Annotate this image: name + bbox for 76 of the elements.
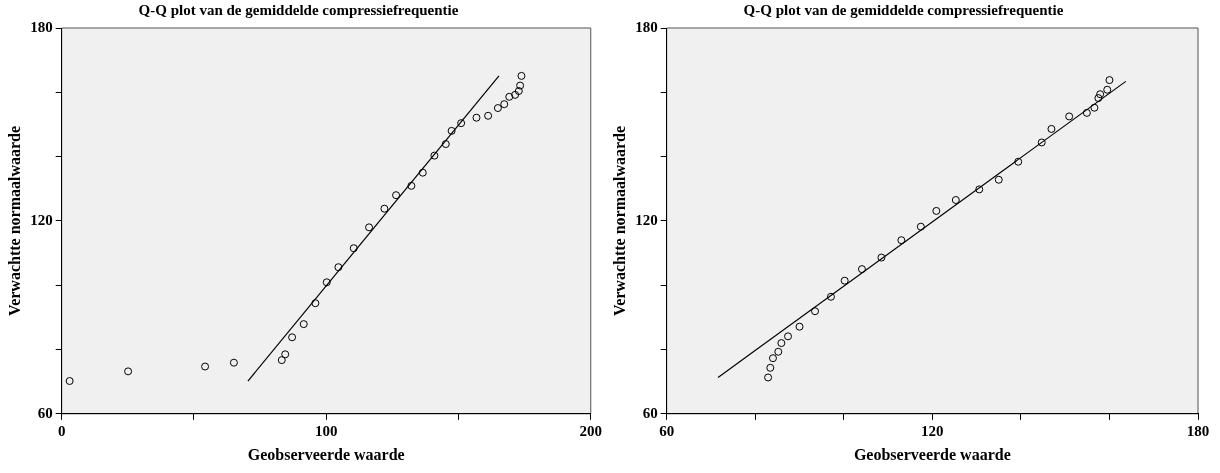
point: [124, 367, 133, 376]
point: [994, 175, 1003, 184]
x-tick-label: 180: [1186, 422, 1210, 439]
y-tick-label: 60: [37, 404, 53, 421]
point: [1082, 108, 1091, 117]
point: [916, 222, 925, 231]
point: [65, 377, 74, 386]
x-tick-label: 200: [579, 422, 602, 439]
x-tick-label: 100: [314, 422, 338, 439]
x-tick-label: 0: [57, 422, 66, 439]
x-tick-label: 60: [659, 422, 675, 439]
point: [500, 100, 509, 109]
point: [932, 206, 941, 215]
y-tick-label: 60: [642, 404, 658, 421]
point: [505, 92, 514, 101]
point: [288, 333, 297, 342]
point: [322, 278, 331, 287]
x-axis-title: Geobserveerde waarde: [247, 445, 405, 463]
point: [517, 71, 526, 80]
point: [1103, 85, 1112, 94]
point: [349, 244, 358, 253]
point: [768, 354, 777, 363]
point: [764, 373, 773, 382]
point: [975, 185, 984, 194]
point: [1105, 76, 1114, 85]
point: [229, 358, 238, 367]
point: [1090, 103, 1099, 112]
point: [826, 292, 835, 301]
y-tick-label: 180: [635, 18, 658, 35]
point: [516, 81, 525, 90]
point: [1094, 94, 1103, 103]
point: [447, 126, 456, 135]
point: [484, 111, 493, 120]
point: [311, 299, 320, 308]
chart-title: Q-Q plot van de gemiddelde compressiefrequentie: [743, 1, 1064, 18]
point: [951, 196, 960, 204]
point: [795, 322, 804, 331]
point: [1065, 112, 1074, 121]
y-tick-label: 120: [635, 211, 658, 228]
point: [774, 347, 783, 356]
y-axis-title: Verwachtte normaalwaarde: [610, 125, 628, 316]
point: [1047, 124, 1056, 133]
point: [472, 113, 481, 122]
point: [407, 181, 416, 190]
point: [380, 204, 389, 213]
point: [277, 356, 286, 365]
x-tick-label: 120: [921, 422, 944, 439]
point: [493, 104, 502, 113]
point: [430, 151, 439, 160]
point: [281, 350, 290, 359]
point: [897, 236, 906, 245]
point: [1014, 157, 1023, 166]
point: [457, 119, 466, 128]
y-tick-label: 120: [30, 211, 53, 228]
point: [514, 87, 523, 96]
point: [334, 263, 343, 272]
point: [418, 168, 427, 177]
point: [1037, 138, 1046, 147]
chart-title: Q-Q plot van de gemiddelde compressiefrequentie: [138, 1, 459, 18]
point: [1096, 90, 1105, 99]
point: [766, 363, 775, 372]
point: [299, 320, 308, 329]
point: [441, 140, 450, 149]
y-axis-title: Verwachtte normaalwaarde: [5, 125, 23, 316]
point: [777, 339, 786, 348]
point: [511, 90, 520, 99]
point: [840, 276, 849, 285]
point: [877, 253, 886, 262]
x-axis-title: Geobserveerde waarde: [853, 445, 1011, 463]
point: [392, 191, 401, 200]
point: [784, 332, 793, 341]
point: [857, 265, 866, 274]
y-tick-label: 180: [30, 18, 53, 35]
point: [201, 362, 210, 371]
point: [365, 223, 374, 232]
point: [811, 307, 820, 316]
